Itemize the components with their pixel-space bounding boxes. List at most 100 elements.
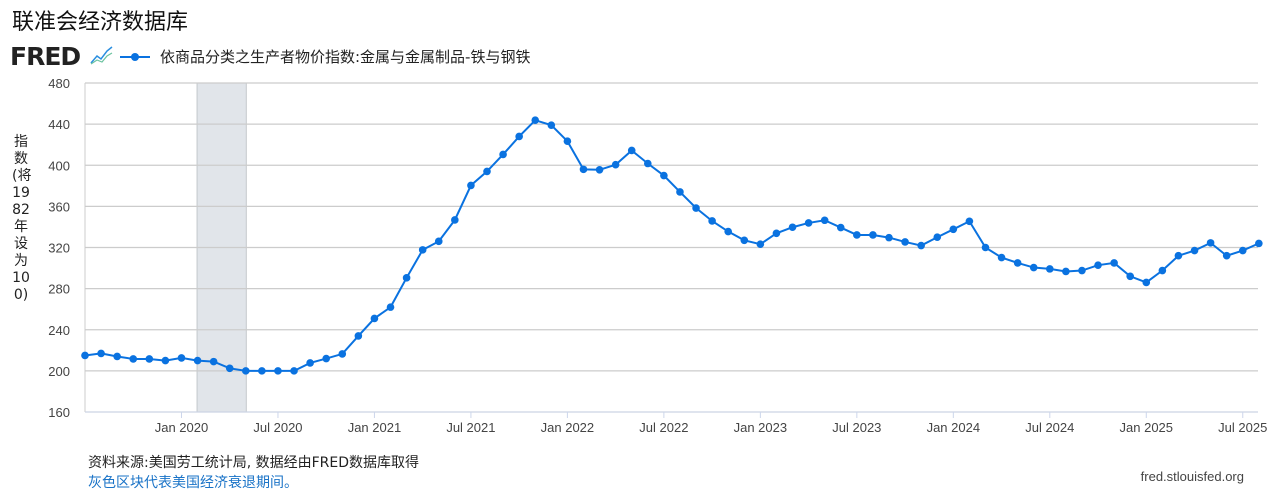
data-point	[322, 354, 331, 363]
site-link[interactable]: fred.stlouisfed.org	[1140, 469, 1244, 484]
data-point	[306, 359, 314, 367]
y-tick-label: 200	[48, 364, 70, 379]
series-line	[84, 119, 1260, 372]
data-point	[97, 349, 105, 358]
x-tick-label: Jul 2025	[1218, 420, 1267, 435]
legend-line-marker-icon	[120, 52, 150, 61]
data-point	[981, 243, 990, 252]
data-point	[274, 367, 282, 375]
data-point	[1206, 239, 1215, 247]
data-point	[1046, 265, 1054, 273]
data-point	[242, 367, 250, 375]
data-point	[1110, 259, 1118, 267]
source-note: 资料来源:美国劳工统计局, 数据经由FRED数据库取得	[88, 455, 420, 471]
data-point	[1222, 251, 1231, 260]
data-point	[1158, 266, 1167, 275]
data-point	[515, 132, 523, 141]
data-point	[1190, 246, 1199, 255]
data-point	[1255, 239, 1263, 248]
x-tick-label: Jan 2022	[541, 420, 595, 435]
x-tick-label: Jul 2020	[253, 420, 302, 435]
legend-label: 依商品分类之生产者物价指数:金属与金属制品-铁与钢铁	[160, 48, 531, 66]
data-point	[788, 223, 797, 232]
data-point	[611, 160, 620, 169]
data-point	[804, 219, 813, 227]
page-title: 联准会经济数据库	[12, 10, 189, 35]
data-point	[81, 351, 89, 360]
x-tick-label: Jul 2023	[832, 420, 881, 435]
data-point	[1013, 259, 1022, 267]
data-point	[885, 233, 893, 242]
data-point	[338, 350, 347, 358]
x-tick-label: Jul 2024	[1025, 420, 1074, 435]
data-point	[595, 165, 604, 174]
y-axis-label: 指数(将1982年设为100)	[12, 134, 32, 303]
data-point	[209, 357, 218, 366]
y-tick-label: 240	[48, 323, 70, 338]
data-point	[901, 238, 909, 246]
x-tick-label: Jan 2021	[348, 420, 402, 435]
data-point	[531, 116, 540, 125]
x-tick-label: Jul 2021	[446, 420, 495, 435]
data-point	[113, 352, 121, 361]
data-point	[177, 354, 186, 362]
fred-logo[interactable]: FRED	[10, 42, 81, 71]
chart-legend: 依商品分类之生产者物价指数:金属与金属制品-铁与钢铁	[118, 46, 530, 67]
data-point	[965, 217, 974, 226]
line-graph-icon	[90, 46, 113, 65]
data-point	[193, 356, 202, 365]
data-point	[660, 171, 668, 180]
data-point	[547, 121, 556, 129]
data-point	[724, 227, 732, 236]
data-point	[836, 223, 845, 232]
y-tick-label: 320	[48, 241, 70, 256]
y-tick-label: 400	[48, 158, 70, 173]
data-point	[1238, 246, 1247, 255]
line-chart: 160 200 240 280 320 360 400 440 480 Jan 2020 Jul 2…	[48, 76, 1267, 435]
data-point	[579, 165, 588, 174]
data-point	[467, 181, 475, 190]
data-point	[820, 216, 829, 225]
data-point	[917, 241, 925, 250]
data-point	[258, 367, 266, 375]
data-point	[418, 246, 427, 254]
recession-note: 灰色区块代表美国经济衰退期间。	[88, 475, 298, 491]
data-point	[1142, 278, 1151, 287]
data-point	[949, 225, 958, 234]
data-point	[402, 274, 411, 282]
y-tick-label: 160	[48, 405, 70, 420]
data-point	[997, 253, 1006, 262]
y-tick-label: 480	[48, 76, 70, 91]
data-point	[708, 217, 716, 225]
data-point	[290, 367, 298, 375]
data-point	[1094, 261, 1102, 269]
data-point	[129, 355, 138, 363]
data-point	[692, 204, 700, 212]
data-point	[933, 233, 942, 242]
data-point	[499, 150, 507, 159]
data-point	[451, 216, 459, 224]
data-point	[563, 137, 572, 145]
data-point	[434, 237, 443, 246]
x-tick-label: Jul 2022	[639, 420, 688, 435]
data-point	[354, 332, 363, 340]
data-point	[386, 303, 395, 311]
data-point	[1078, 266, 1086, 275]
data-point	[869, 231, 877, 239]
data-point	[756, 240, 765, 249]
data-point	[676, 188, 684, 196]
data-point	[1029, 263, 1038, 272]
data-point	[1062, 267, 1070, 276]
data-point	[644, 159, 652, 168]
data-point	[161, 356, 170, 365]
data-point	[627, 146, 636, 155]
data-point	[370, 314, 379, 323]
x-tick-label: Jan 2025	[1120, 420, 1174, 435]
x-tick-label: Jan 2020	[155, 420, 209, 435]
data-point	[145, 355, 154, 363]
y-tick-label: 280	[48, 282, 70, 297]
x-tick-label: Jan 2023	[734, 420, 788, 435]
data-point	[225, 364, 234, 373]
data-point	[1174, 251, 1183, 260]
data-point	[1126, 272, 1134, 281]
